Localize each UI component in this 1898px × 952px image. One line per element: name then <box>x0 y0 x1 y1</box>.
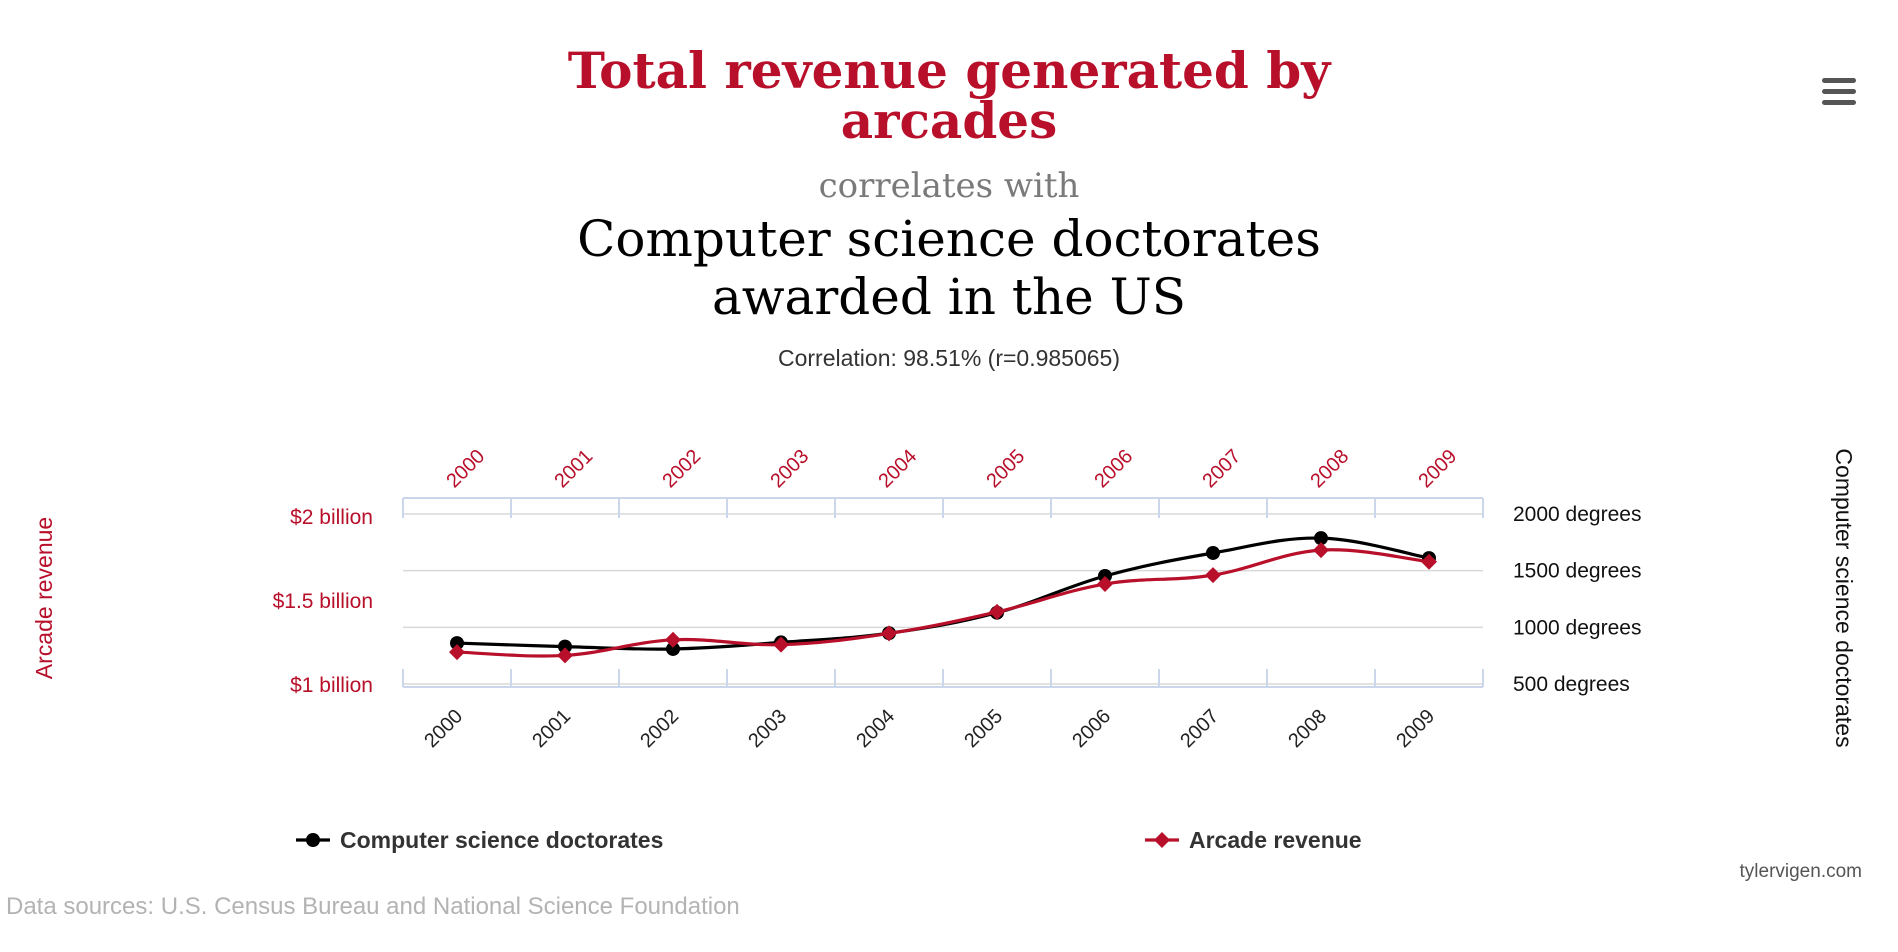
bottom-x-tick-label: 2003 <box>744 705 791 752</box>
legend-label: Arcade revenue <box>1189 827 1362 853</box>
legend-marker <box>306 833 320 847</box>
top-x-tick-label: 2005 <box>982 445 1029 492</box>
top-x-tick-label: 2006 <box>1090 445 1137 492</box>
arcade-revenue-point <box>665 631 681 648</box>
right-y-tick-label: 500 degrees <box>1513 673 1630 696</box>
bottom-x-tick-label: 2002 <box>636 705 683 752</box>
arcade-revenue-point <box>989 603 1005 620</box>
bottom-x-tick-label: 2001 <box>528 705 575 752</box>
chart-subtitle-line2: awarded in the US <box>711 268 1187 326</box>
left-y-tick-label: $2 billion <box>290 506 373 529</box>
left-y-tick-label: $1.5 billion <box>273 590 373 613</box>
right-y-tick-label: 2000 degrees <box>1513 503 1641 526</box>
bottom-x-tick-label: 2008 <box>1284 705 1331 752</box>
arcade-revenue-point <box>449 644 465 661</box>
arcade-revenue-point <box>557 647 573 664</box>
right-y-tick-label: 1000 degrees <box>1513 616 1641 639</box>
doctorates-point <box>666 641 680 656</box>
top-x-tick-label: 2004 <box>874 445 921 492</box>
right-y-tick-label: 1500 degrees <box>1513 560 1641 583</box>
doctorates-point <box>558 639 572 654</box>
doctorates-point <box>1206 545 1220 560</box>
doctorates-point <box>450 636 464 651</box>
data-sources-text: Data sources: U.S. Census Bureau and Nat… <box>6 893 740 920</box>
bottom-x-tick-label: 2007 <box>1176 705 1223 752</box>
doctorates-point <box>1314 531 1328 546</box>
arcade-revenue-point <box>773 636 789 653</box>
top-x-tick-label: 2003 <box>766 445 813 492</box>
doctorates-point <box>1098 568 1112 583</box>
bottom-x-tick-label: 2000 <box>420 705 467 752</box>
top-x-tick-label: 2002 <box>658 445 705 492</box>
arcade-revenue-point <box>1205 567 1221 584</box>
correlation-text: Correlation: 98.51% (r=0.985065) <box>777 345 1120 371</box>
arcade-revenue-point <box>881 625 897 642</box>
right-axis-title: Computer science doctorates <box>1831 448 1857 747</box>
arcade-revenue-point <box>1421 553 1437 570</box>
arcade-revenue-point <box>1313 542 1329 559</box>
correlates-with-text: correlates with <box>818 166 1080 206</box>
legend-item-doctorates[interactable]: Computer science doctorates <box>296 827 663 853</box>
left-y-tick-label: $1 billion <box>290 674 373 697</box>
legend-marker <box>1154 832 1170 848</box>
legend-label: Computer science doctorates <box>340 827 663 853</box>
hamburger-menu-icon[interactable] <box>1822 78 1856 108</box>
arcade-revenue-line <box>456 548 1430 658</box>
top-x-tick-label: 2009 <box>1414 445 1461 492</box>
bottom-x-tick-label: 2004 <box>852 705 899 752</box>
site-credit[interactable]: tylervigen.com <box>1739 861 1863 882</box>
arcade-revenue-point <box>1097 576 1113 593</box>
bottom-x-tick-label: 2005 <box>960 705 1007 752</box>
top-x-tick-label: 2000 <box>442 445 489 492</box>
left-axis-title: Arcade revenue <box>31 517 57 679</box>
doctorates-line <box>456 536 1430 651</box>
top-x-tick-label: 2001 <box>550 445 597 492</box>
chart-title-line2: arcades <box>840 91 1058 150</box>
bottom-x-tick-label: 2006 <box>1068 705 1115 752</box>
chart-title-line1: Total revenue generated by <box>567 41 1331 100</box>
top-x-tick-label: 2007 <box>1198 445 1245 492</box>
chart-subtitle-line1: Computer science doctorates <box>577 210 1321 268</box>
bottom-x-tick-label: 2009 <box>1392 705 1439 752</box>
top-x-tick-label: 2008 <box>1306 445 1353 492</box>
legend-item-arcade-revenue[interactable]: Arcade revenue <box>1145 827 1362 853</box>
